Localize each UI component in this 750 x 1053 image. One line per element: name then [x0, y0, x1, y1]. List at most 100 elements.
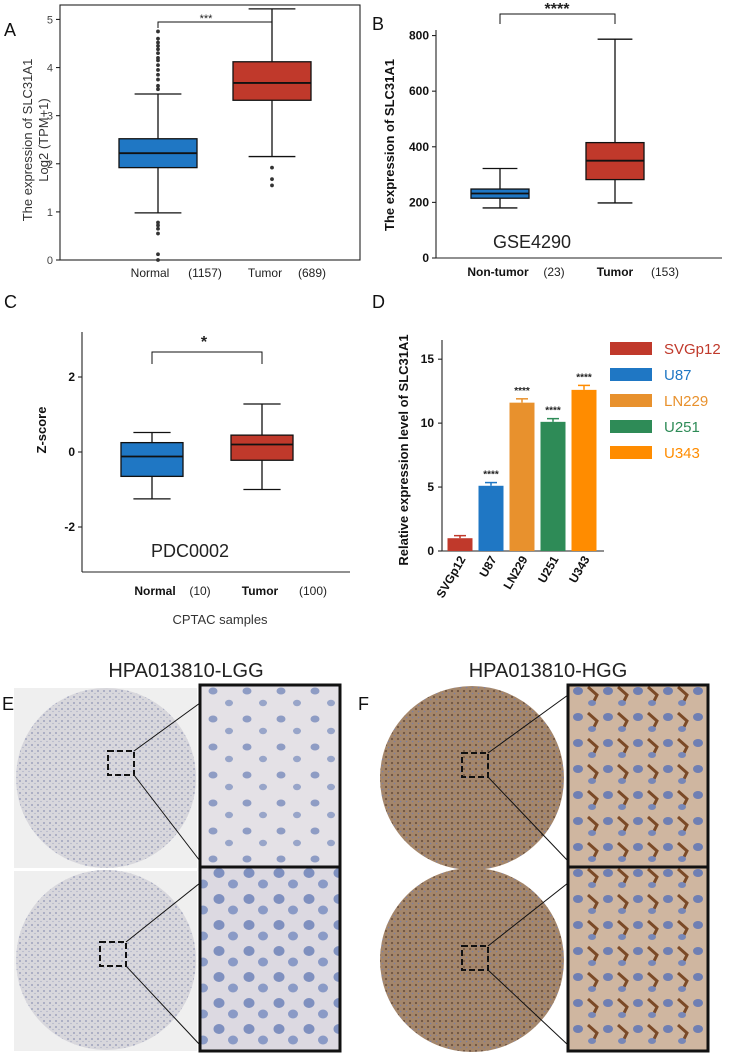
- panel-d-barchart: 0 5 10 15 SVGp12 **** U87 **** LN229 **** U251 ****…: [396, 334, 721, 600]
- legend-swatch: [610, 394, 652, 407]
- outlier-point: [156, 83, 160, 88]
- lgg-top-zoom-line1: [133, 702, 201, 752]
- y-tick-label: 5: [427, 480, 434, 494]
- outlier-point: [156, 231, 160, 236]
- y-tick-label: 2: [68, 370, 75, 384]
- ihc-title-hgg: HPA013810-HGG: [468, 660, 628, 682]
- hgg-bottom-core: [380, 868, 564, 1052]
- significance-label: ****: [576, 372, 592, 383]
- hgg-bottom-zoom-line1: [487, 882, 569, 947]
- ihc-title-lgg: HPA013810-LGG: [108, 660, 264, 682]
- panel-label-c: C: [4, 292, 17, 312]
- panel-c-n-normal: (10): [189, 584, 210, 598]
- legend-swatch: [610, 446, 652, 459]
- lgg-bottom-core: [16, 870, 196, 1050]
- panel-c-ylabel: Z-score: [34, 407, 49, 454]
- panel-d-ylabel: Relative expression level of SLC31A1: [396, 334, 411, 565]
- y-tick-label: 0: [427, 544, 434, 558]
- panel-b-n-tumor: (153): [651, 265, 679, 279]
- ihc-panels: [14, 683, 710, 1053]
- y-tick-label: 10: [421, 416, 435, 430]
- significance-bracket: [151, 351, 263, 364]
- outlier-point: [156, 47, 160, 52]
- lgg-bottom-zoom-line1: [125, 882, 201, 943]
- y-tick-label: 2: [47, 159, 53, 171]
- outlier-point: [156, 51, 160, 56]
- panel-b-n-nontumor: (23): [543, 265, 564, 279]
- legend-label: LN229: [664, 393, 708, 410]
- outlier-point: [156, 40, 160, 45]
- lgg-top-zoom: [198, 683, 342, 872]
- outlier-point: [156, 220, 160, 225]
- y-tick-label: 0: [422, 251, 429, 265]
- bar-u251: [540, 421, 566, 551]
- lgg-bottom-roi: [99, 941, 127, 967]
- panel-label-e: E: [2, 694, 15, 714]
- panel-a-ylabel-line2: Log2 (TPM+1): [36, 98, 51, 181]
- significance-label: ****: [545, 406, 561, 417]
- outlier-point: [156, 68, 160, 72]
- panel-label-a: A: [4, 20, 17, 40]
- panel-b-dataset: GSE4290: [493, 232, 571, 252]
- lgg-bottom-zoom: [198, 865, 342, 1053]
- hgg-bottom-zoom: [566, 865, 710, 1053]
- x-tick-label: U343: [566, 553, 593, 585]
- lgg-top-core: [16, 688, 196, 868]
- hgg-top-roi: [461, 752, 489, 778]
- outlier-point: [270, 183, 274, 188]
- legend-label: U343: [664, 445, 700, 462]
- hgg-bottom-zoom-line2: [487, 969, 569, 1046]
- bar-u343: [571, 389, 597, 551]
- panel-label-f: F: [358, 694, 369, 714]
- panel-label-b: B: [372, 14, 385, 34]
- y-tick-label: 3: [47, 111, 53, 123]
- significance-bracket: [157, 21, 273, 28]
- panel-c-cat-normal: Normal: [134, 584, 175, 598]
- panel-a-n-tumor: (689): [298, 266, 326, 280]
- panel-a-n-normal: (1157): [188, 266, 222, 280]
- hgg-top-zoom: [566, 683, 710, 872]
- panel-c-cat-tumor: Tumor: [242, 584, 279, 598]
- panel-a-boxplot: 0 1 2 3 4 5 The expression of SLC31A1 Log2 (T…: [20, 4, 361, 280]
- panel-c-dataset: PDC0002: [151, 541, 229, 561]
- y-tick-label: 5: [47, 14, 53, 26]
- panel-b-cat-tumor: Tumor: [597, 265, 634, 279]
- outlier-point: [156, 63, 160, 68]
- box-normal: [120, 441, 184, 478]
- y-tick-label: 400: [409, 140, 429, 154]
- panel-a-ylabel-line1: The expression of SLC31A1: [20, 59, 35, 222]
- y-tick-label: 800: [409, 29, 429, 43]
- panel-c-xlabel: CPTAC samples: [172, 612, 268, 627]
- outlier-point: [156, 258, 160, 262]
- y-tick-label: 0: [47, 255, 53, 267]
- panel-c-boxplot: 2 0 -2 Z-score * PDC0002 Normal (10) Tumor…: [34, 332, 350, 598]
- outlier-point: [156, 72, 160, 77]
- panel-a-significance: ***: [200, 13, 214, 25]
- lgg-bottom-zoom-line2: [125, 965, 201, 1046]
- outlier-point: [156, 43, 160, 48]
- y-tick-label: 600: [409, 84, 429, 98]
- bar-ln229: [509, 402, 535, 551]
- hgg-top-zoom-line2: [487, 776, 569, 862]
- outlier-point: [270, 177, 274, 182]
- bar-svgp12: [447, 538, 473, 551]
- x-tick-label: U87: [476, 553, 499, 579]
- outlier-point: [156, 29, 160, 34]
- lgg-top-roi: [107, 750, 135, 776]
- bar-u87: [478, 485, 504, 551]
- legend-swatch: [610, 368, 652, 381]
- outlier-point: [156, 223, 160, 228]
- y-tick-label: -2: [64, 520, 75, 534]
- box-tumor: [230, 434, 294, 461]
- outlier-point: [156, 87, 160, 92]
- panel-b-significance: ****: [545, 1, 571, 18]
- y-tick-label: 200: [409, 195, 429, 209]
- outlier-point: [156, 77, 160, 82]
- box-tumor: [232, 61, 312, 101]
- x-tick-label: U251: [535, 553, 562, 585]
- panel-a-cat-tumor: Tumor: [248, 266, 282, 280]
- outlier-point: [156, 226, 160, 231]
- significance-label: ****: [483, 470, 499, 481]
- lgg-top-zoom-line2: [133, 774, 201, 862]
